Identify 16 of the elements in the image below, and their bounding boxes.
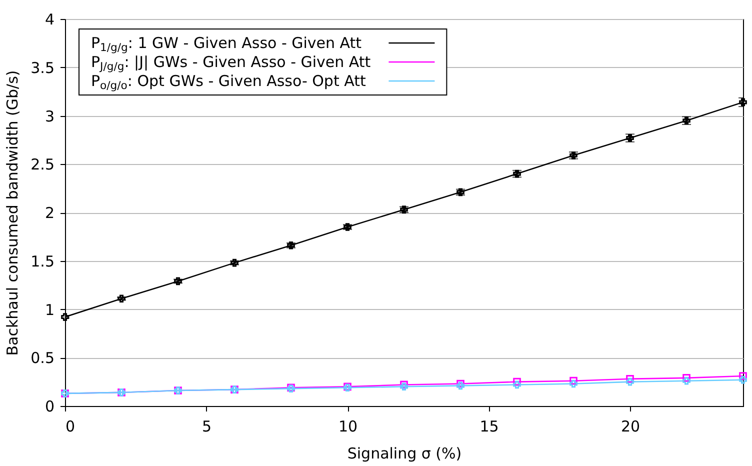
y-tick-label: 0 <box>44 398 54 416</box>
y-tick-label: 2 <box>44 204 54 222</box>
y-tick-label: 3.5 <box>30 58 54 77</box>
x-axis-title: Signaling σ (%) <box>347 444 462 462</box>
x-tick-label: 15 <box>480 418 499 436</box>
x-tick-label: 10 <box>338 418 358 436</box>
x-tick-label: 0 <box>66 418 76 436</box>
y-tick-label: 2.5 <box>30 156 54 174</box>
x-tick-label: 20 <box>620 418 640 436</box>
y-tick-label: 4 <box>44 10 54 28</box>
y-tick-label: 1.5 <box>30 252 54 270</box>
y-tick-label: 1 <box>44 300 54 319</box>
y-tick-label: 3 <box>44 107 54 126</box>
y-axis-title: Backhaul consumed bandwidth (Gb/s) <box>4 70 22 356</box>
y-tick-label: 0.5 <box>30 349 54 368</box>
x-tick-label: 5 <box>202 418 212 436</box>
